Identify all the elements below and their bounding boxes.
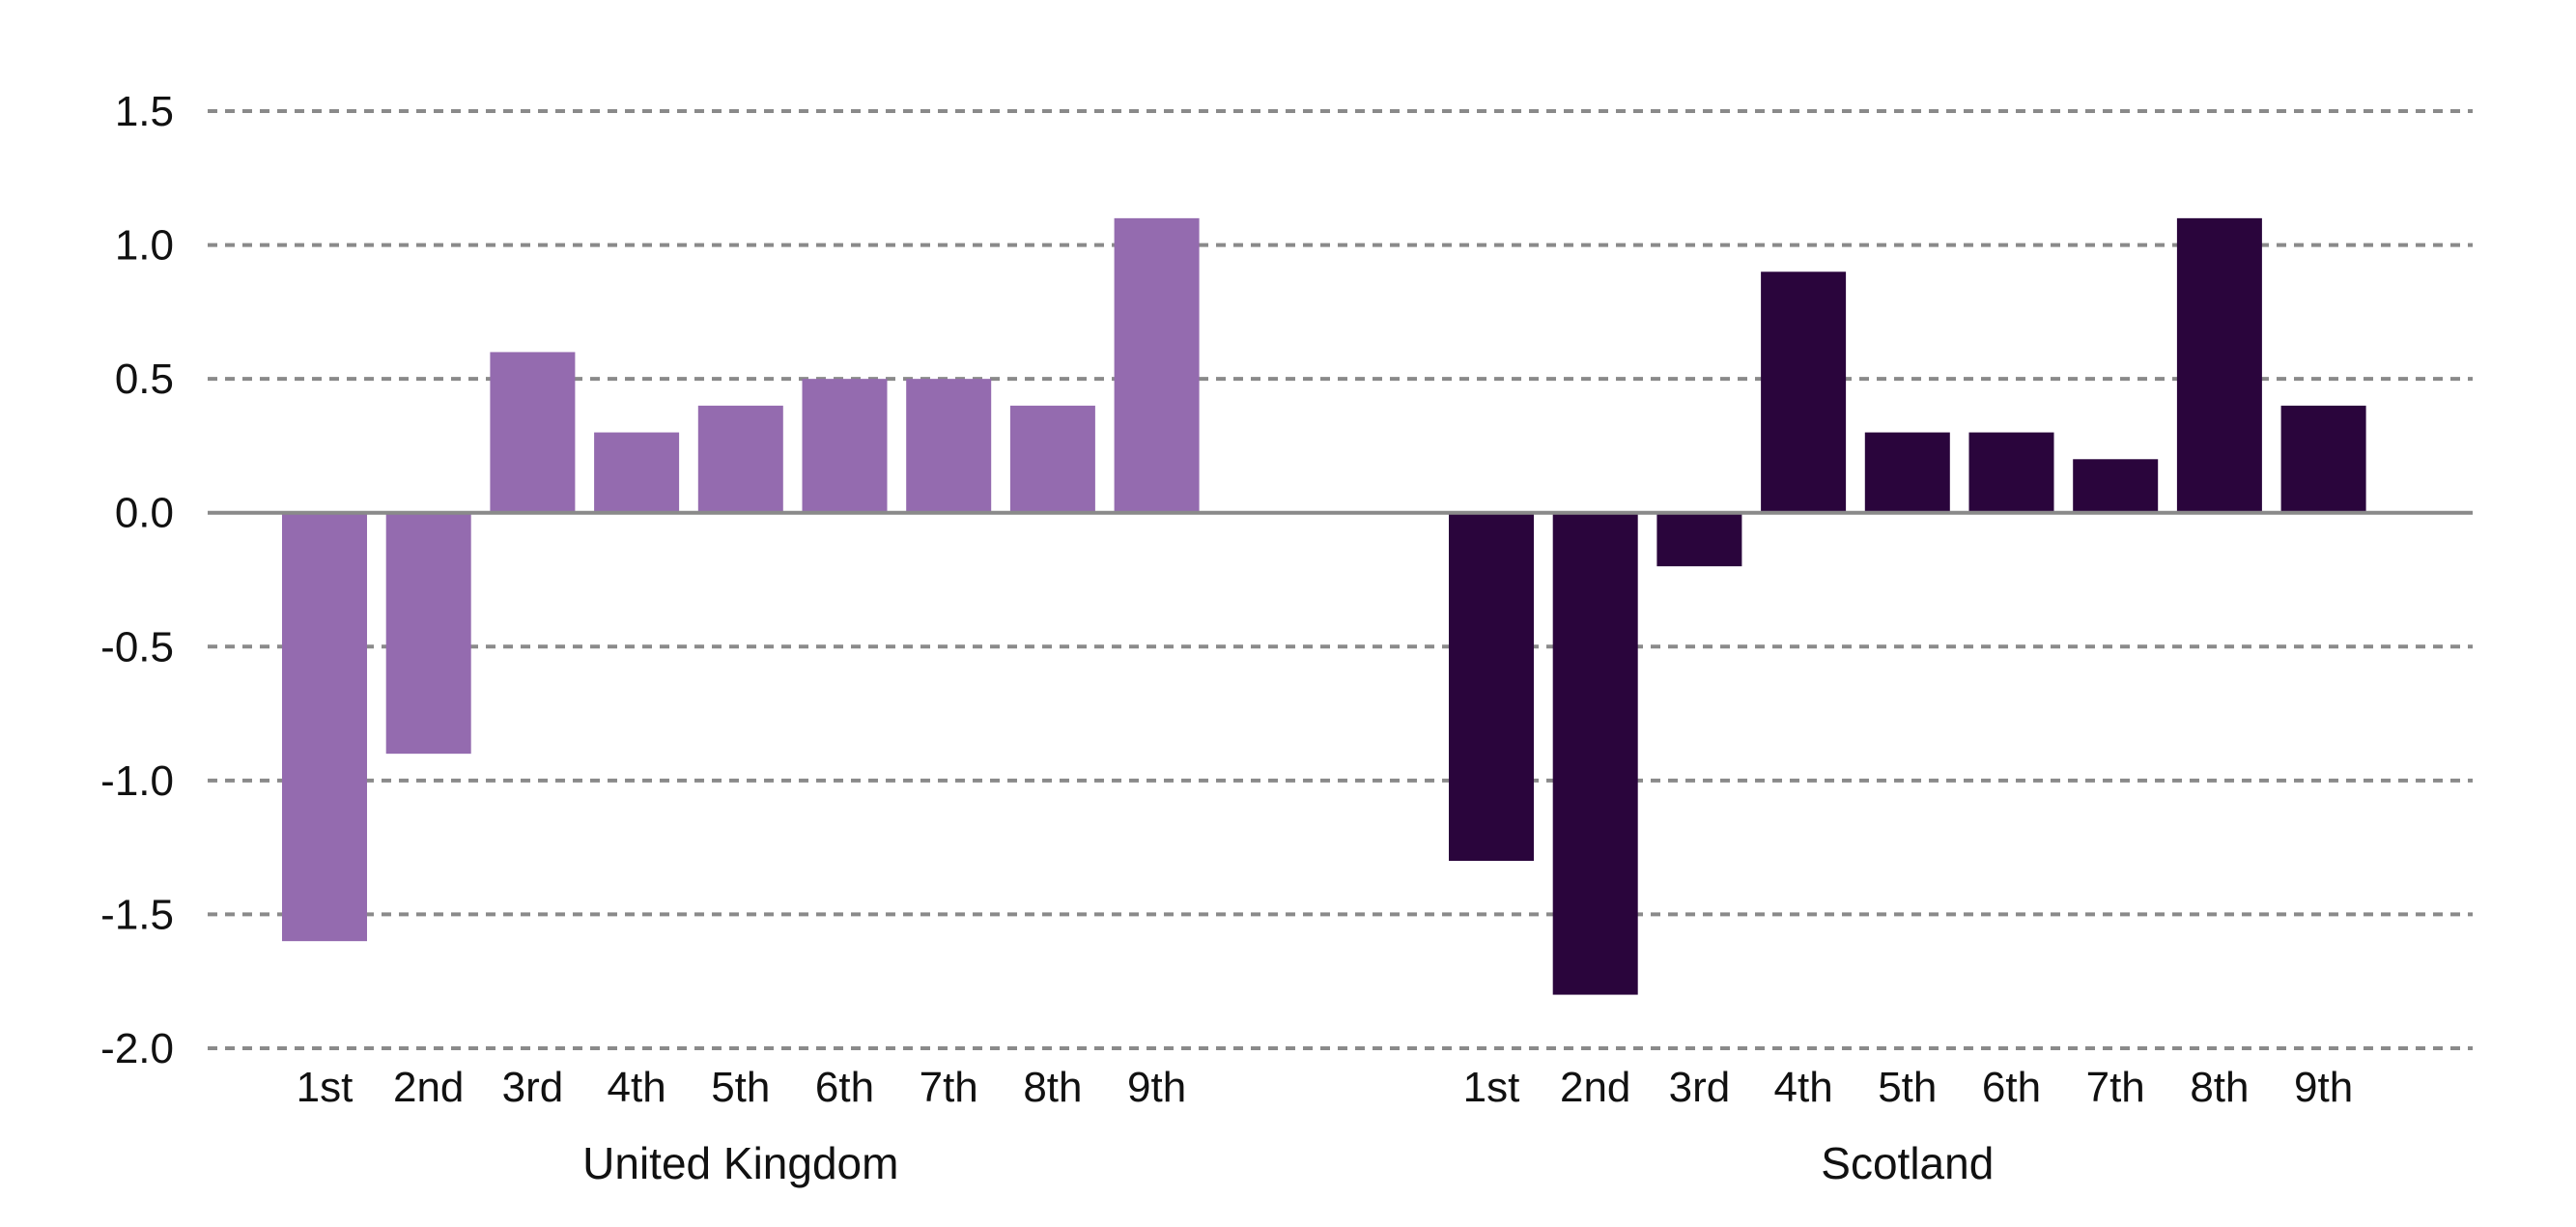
x-category-label: 9th [2294,1064,2353,1111]
x-category-label: 7th [2086,1064,2145,1111]
x-category-label: 5th [1878,1064,1937,1111]
y-tick-label: 1.0 [115,222,174,270]
y-axis-tick-labels: 1.5 1.0 0.5 0.0 -0.5 -1.0 -1.5 -2.0 [100,88,174,1072]
bars [282,217,2366,995]
x-category-label: 4th [608,1064,666,1111]
x-category-label: 1st [297,1064,354,1111]
bar-scotland-4th [1761,271,1847,513]
x-category-label: 3rd [502,1064,564,1111]
x-category-label: 6th [815,1064,874,1111]
group-labels: United Kingdom Scotland [582,1138,1994,1188]
bar-united-kingdom-7th [906,379,992,513]
bar-scotland-9th [2280,405,2366,513]
y-tick-label: -2.0 [100,1025,174,1072]
x-axis-category-labels: 1st 2nd 3rd 4th 5th 6th 7th 8th 9th 1st 2nd 3rd 4th 5… [297,1064,2354,1111]
gridlines [208,109,2473,1050]
x-category-label: 4th [1774,1064,1833,1111]
x-category-label: 8th [1023,1064,1082,1111]
x-category-label: 1st [1463,1064,1520,1111]
bar-scotland-7th [2073,459,2159,513]
bar-united-kingdom-2nd [385,512,471,755]
bar-united-kingdom-3rd [490,352,576,513]
bar-united-kingdom-6th [802,379,888,513]
bar-scotland-6th [1968,432,2054,513]
bar-scotland-1st [1449,512,1534,861]
bar-scotland-2nd [1552,512,1638,995]
bar-united-kingdom-1st [282,512,367,942]
y-tick-label: 0.5 [115,356,174,403]
x-category-label: 9th [1127,1064,1186,1111]
y-tick-label: 1.5 [115,88,174,135]
x-category-label: 2nd [1560,1064,1630,1111]
bar-united-kingdom-5th [697,405,783,513]
bar-united-kingdom-8th [1009,405,1095,513]
y-tick-label: -0.5 [100,623,174,671]
y-tick-label: -1.0 [100,757,174,805]
bar-scotland-5th [1864,432,1950,513]
bar-scotland-3rd [1656,512,1742,567]
x-category-label: 5th [711,1064,770,1111]
bar-united-kingdom-9th [1114,217,1200,513]
x-category-label: 6th [1982,1064,2041,1111]
group-label: Scotland [1821,1138,1994,1188]
bar-united-kingdom-4th [594,432,680,513]
x-category-label: 8th [2190,1064,2249,1111]
x-category-label: 3rd [1669,1064,1731,1111]
x-category-label: 2nd [393,1064,464,1111]
y-tick-label: 0.0 [115,490,174,537]
group-label: United Kingdom [582,1138,898,1188]
x-category-label: 7th [920,1064,978,1111]
y-tick-label: -1.5 [100,891,174,938]
bar-scotland-8th [2176,217,2262,513]
